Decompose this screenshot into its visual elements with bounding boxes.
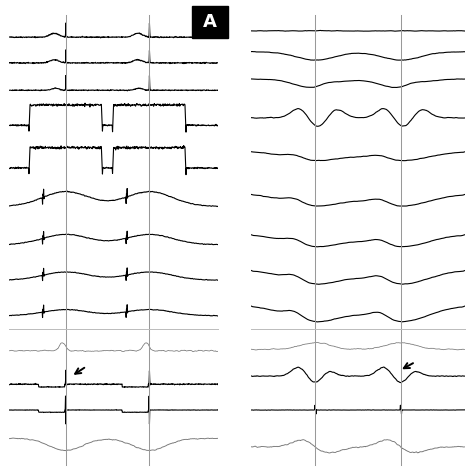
Text: A: A [203, 13, 217, 31]
